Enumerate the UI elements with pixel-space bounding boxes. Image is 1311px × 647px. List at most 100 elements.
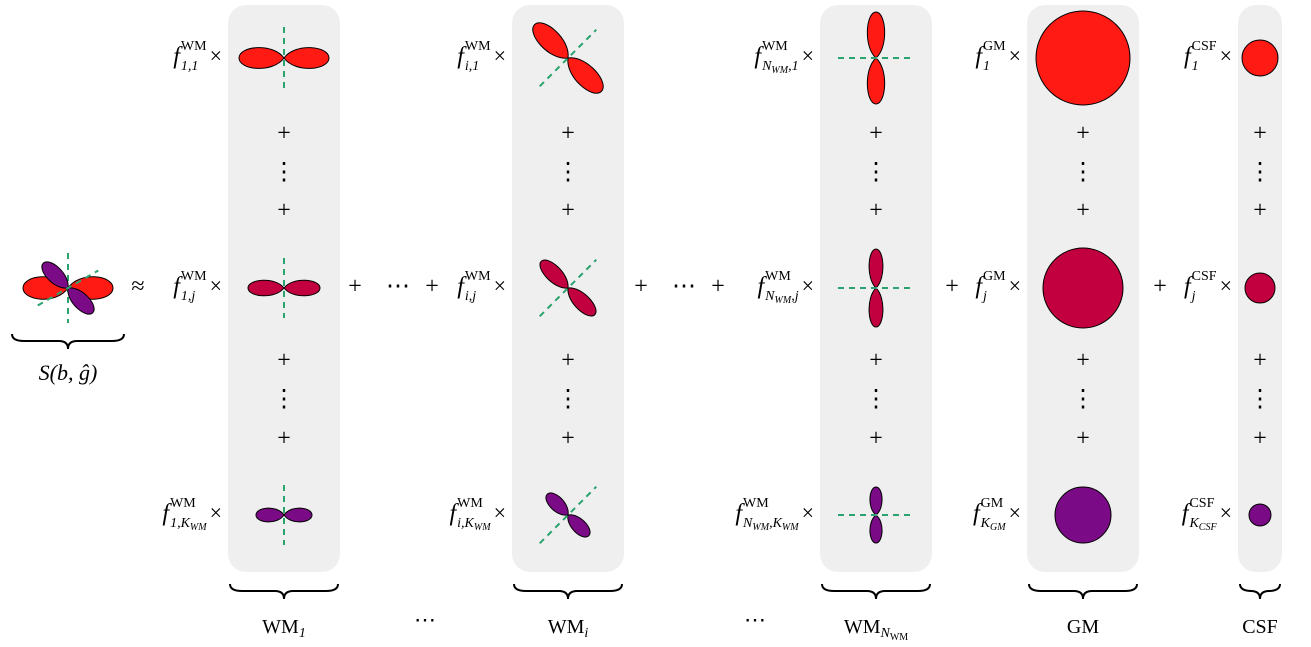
subscript-part: N: [742, 516, 753, 531]
plus-sign: +: [1253, 121, 1267, 147]
csf-sphere: [1245, 273, 1275, 303]
plus-sign: +: [869, 198, 883, 224]
subscript-part: 1,j: [181, 289, 196, 304]
times-sign: ×: [494, 500, 506, 525]
subscript: NWM,j: [764, 289, 799, 306]
label-subscript: N: [879, 626, 890, 641]
subscript-part: i,j: [465, 289, 476, 304]
superscript: GM: [983, 39, 1006, 54]
superscript: WM: [762, 39, 788, 54]
subscript: 1: [983, 59, 990, 74]
times-sign: ×: [210, 273, 222, 298]
subscript-part: WM: [190, 522, 207, 533]
superscript: CSF: [1192, 39, 1217, 54]
diagram: S(b, ĝ) ≈ +⋮++⋮++⋮++⋮++⋮++⋮++⋮++⋮++⋮++⋮+…: [0, 0, 1311, 647]
subscript-part: WM: [782, 522, 799, 533]
plus-sign: +: [277, 121, 291, 147]
plus-sign: +: [711, 274, 725, 300]
plus-sign: +: [1253, 198, 1267, 224]
gm-sphere: [1055, 487, 1111, 543]
times-sign: ×: [494, 273, 506, 298]
superscript: GM: [983, 269, 1006, 284]
times-sign: ×: [1009, 273, 1021, 298]
csf-sphere: [1242, 40, 1278, 76]
subscript: 1,j: [181, 289, 196, 304]
column-label: GM: [1067, 616, 1099, 638]
superscript: CSF: [1189, 496, 1214, 511]
label-base: GM: [1067, 616, 1099, 638]
subscript-part: N: [764, 289, 775, 304]
vertical-dots: ⋮: [556, 387, 580, 413]
superscript: WM: [743, 496, 769, 511]
superscript: WM: [181, 269, 207, 284]
brace: [1029, 584, 1137, 599]
vertical-dots: ⋮: [272, 387, 296, 413]
plus-sign: +: [277, 348, 291, 374]
subscript-part: CSF: [1199, 522, 1218, 533]
column-label: WMi: [548, 616, 589, 642]
label-base: WM: [262, 616, 299, 638]
plus-sign: +: [1153, 274, 1167, 300]
subscript-part: 1: [983, 59, 990, 74]
subscript: i,KWM: [457, 516, 491, 533]
superscript: WM: [465, 39, 491, 54]
superscript: WM: [465, 269, 491, 284]
column-label: CSF: [1242, 616, 1278, 638]
times-sign: ×: [1009, 43, 1021, 68]
column-label: WMNWM: [844, 616, 908, 644]
plus-sign: +: [634, 274, 648, 300]
superscript: CSF: [1192, 269, 1217, 284]
vertical-dots: ⋮: [1248, 387, 1272, 413]
subscript-part: WM: [752, 522, 769, 533]
plus-sign: +: [348, 274, 362, 300]
brace: [514, 584, 622, 599]
plus-sign: +: [1076, 348, 1090, 374]
plus-sign: +: [561, 426, 575, 452]
times-sign: ×: [210, 43, 222, 68]
horizontal-dots: ⋯: [672, 274, 696, 300]
times-sign: ×: [1220, 500, 1232, 525]
subscript-part: 1,K: [170, 516, 191, 531]
subscript: i,1: [465, 59, 479, 74]
vertical-dots: ⋮: [556, 160, 580, 186]
times-sign: ×: [802, 43, 814, 68]
subscript-part: WM: [474, 522, 491, 533]
subscript-part: ,K: [769, 516, 783, 531]
subscript-part: K: [980, 516, 991, 531]
subscript: i,j: [465, 289, 476, 304]
label-base: CSF: [1242, 616, 1278, 638]
approx-sign: ≈: [131, 274, 144, 300]
subscript: NWM,1: [761, 59, 799, 76]
subscript-part: 1,1: [181, 59, 199, 74]
subscript: KGM: [980, 516, 1007, 533]
plus-sign: +: [561, 348, 575, 374]
gm-sphere: [1043, 248, 1123, 328]
plus-sign: +: [561, 198, 575, 224]
subscript-part: WM: [775, 295, 792, 306]
brace: [12, 334, 124, 349]
plus-sign: +: [945, 274, 959, 300]
plus-sign: +: [869, 426, 883, 452]
plus-sign: +: [277, 198, 291, 224]
plus-sign: +: [1076, 121, 1090, 147]
gm-sphere: [1036, 11, 1130, 105]
subscript-part: GM: [990, 522, 1006, 533]
plus-sign: +: [561, 121, 575, 147]
subscript: KCSF: [1188, 516, 1217, 533]
vertical-dots: ⋮: [864, 387, 888, 413]
times-sign: ×: [802, 273, 814, 298]
times-sign: ×: [1009, 500, 1021, 525]
label-subscript: i: [584, 626, 588, 641]
superscript: WM: [457, 496, 483, 511]
subscript: NWM,KWM: [742, 516, 799, 533]
label-subscript: WM: [890, 632, 908, 643]
subscript-part: 1: [1192, 59, 1199, 74]
signal-label: S(b, ĝ): [39, 360, 98, 385]
subscript-part: i,K: [457, 516, 474, 531]
times-sign: ×: [1220, 273, 1232, 298]
vertical-dots: ⋮: [1071, 160, 1095, 186]
plus-sign: +: [869, 121, 883, 147]
superscript: WM: [170, 496, 196, 511]
subscript: 1: [1192, 59, 1199, 74]
plus-sign: +: [425, 274, 439, 300]
